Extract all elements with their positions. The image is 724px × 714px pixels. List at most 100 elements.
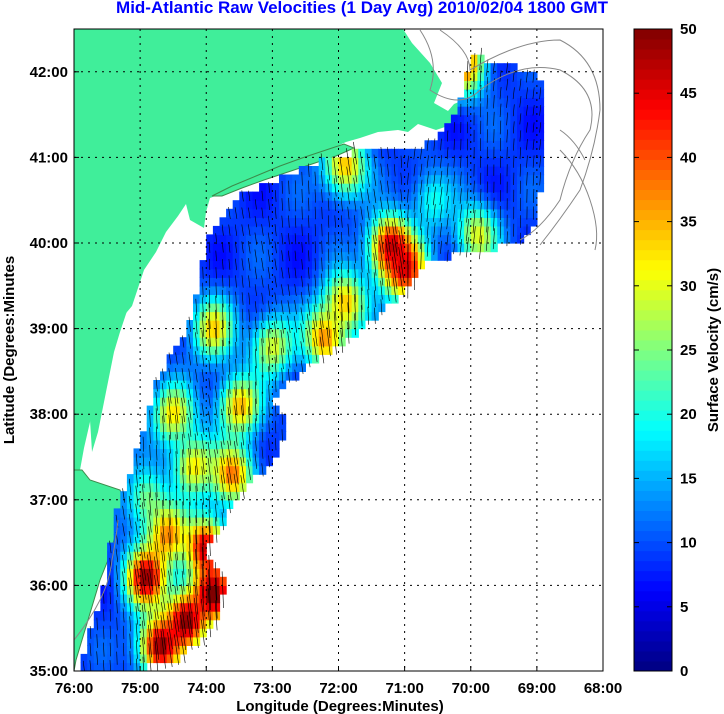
velocity-arrow [385,258,391,288]
colorbar-band [634,329,672,341]
heatmap-cell [285,311,293,321]
velocity-arrow [175,514,178,545]
heatmap-cell [523,200,531,210]
heatmap-cell [146,576,154,586]
heatmap-cell [523,183,531,193]
heatmap-cell [212,225,221,236]
heatmap-cell [331,157,340,167]
heatmap-cell [530,208,538,218]
heatmap-cell [212,251,221,261]
heatmap-cell [173,602,181,612]
heatmap-cell [226,474,234,484]
heatmap-cell [186,585,194,595]
velocity-arrow [221,408,225,429]
heatmap-cell [530,140,538,150]
heatmap-cell [431,208,439,218]
velocity-arrow [366,170,370,188]
velocity-arrow [374,307,376,324]
velocity-arrow [142,636,145,663]
velocity-arrow [261,207,264,219]
heatmap-cell [398,183,406,193]
heatmap-cell [318,174,326,184]
x-tick-label: 75:00 [121,680,159,697]
heatmap-cell [199,397,207,407]
velocity-arrow [280,347,284,370]
velocity-arrow [201,386,205,400]
heatmap-cell [457,200,465,210]
velocity-arrow [379,223,384,254]
velocity-arrow [96,617,98,631]
velocity-arrow [393,180,396,194]
heatmap-cell [133,585,141,595]
velocity-arrow [161,586,166,611]
velocity-arrow [439,170,443,187]
velocity-arrow [393,196,396,213]
velocity-arrow [379,260,384,286]
heatmap-cell [298,166,306,176]
heatmap-cell [530,166,538,176]
velocity-arrow [154,622,160,660]
heatmap-cell [245,217,254,227]
heatmap-cell [384,208,392,218]
velocity-arrow [254,215,257,228]
velocity-arrow [201,527,204,566]
heatmap-cell [517,157,525,167]
heatmap-cell [232,354,240,364]
heatmap-cell [173,457,181,467]
velocity-arrow [201,434,205,455]
velocity-arrow [228,224,231,236]
colorbar-band [634,69,672,80]
heatmap-cell [371,251,379,261]
velocity-arrow [499,120,502,135]
colorbar-band [634,339,672,351]
velocity-arrow [255,398,257,422]
heatmap-cell [265,234,273,244]
heatmap-cell [477,157,485,167]
velocity-arrow [328,215,330,228]
velocity-arrow [168,552,172,576]
heatmap-cell [120,499,128,509]
heatmap-cell [305,243,313,253]
heatmap-cell [285,362,293,372]
x-tick-label: 71:00 [385,680,423,697]
colorbar-band [634,530,672,542]
heatmap-cell [265,397,273,407]
land-delmarva [90,278,134,452]
velocity-arrow [367,255,370,274]
heatmap-cell [477,148,485,158]
colorbar-tick-label: 0 [680,663,688,680]
heatmap-cell [113,542,121,552]
heatmap-cell [312,234,320,244]
heatmap-cell [378,225,386,236]
velocity-arrow [347,284,350,314]
heatmap-cell [298,234,306,244]
heatmap-cell [265,200,273,210]
heatmap-cell [510,148,518,158]
heatmap-cell [166,431,174,441]
heatmap-cell [153,474,161,484]
velocity-arrow [360,287,363,310]
velocity-arrow [433,138,436,151]
heatmap-cell [305,260,313,270]
heatmap-cell [318,217,326,227]
heatmap-cell [113,568,121,578]
heatmap-cell [484,123,492,133]
heatmap-cell [265,388,273,398]
heatmap-cell [153,542,161,552]
colorbar-band [634,550,672,562]
velocity-arrow [479,235,483,260]
velocity-arrow [539,122,542,133]
heatmap-cell [490,200,498,210]
heatmap-cell [490,157,498,167]
velocity-arrow [155,508,159,534]
heatmap-cell [530,200,538,210]
heatmap-cell [107,602,115,612]
velocity-arrow [173,615,180,650]
velocity-arrow [379,210,384,233]
velocity-arrow [387,180,390,195]
heatmap-cell [186,362,194,372]
heatmap-cell [226,457,234,467]
heatmap-cell [351,191,359,201]
velocity-arrow [347,302,350,330]
heatmap-cell [199,380,207,390]
